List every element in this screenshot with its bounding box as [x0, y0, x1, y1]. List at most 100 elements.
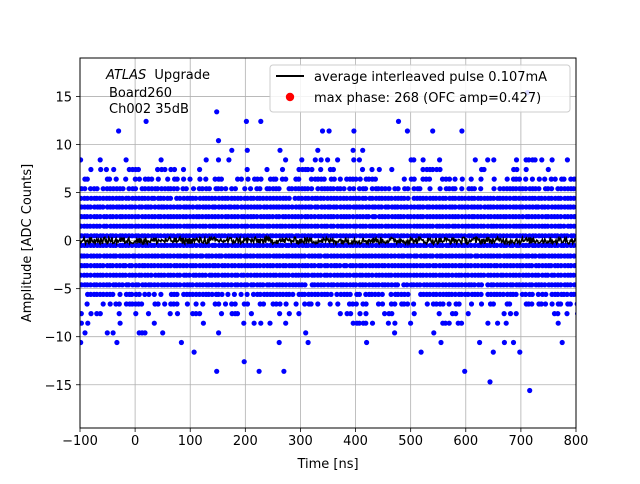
sample-point: [228, 282, 234, 288]
outlier-point: [364, 339, 370, 346]
sample-point: [478, 233, 484, 239]
sample-point: [197, 204, 203, 210]
sample-point: [452, 195, 458, 201]
sample-point: [542, 253, 548, 259]
sample-point: [103, 166, 109, 173]
sample-point: [200, 282, 206, 288]
sample-point: [286, 291, 292, 297]
sample-point: [197, 166, 203, 173]
sample-point: [366, 204, 372, 210]
average-pulse-path: [80, 234, 576, 247]
sample-point: [491, 176, 497, 182]
sample-point: [238, 253, 244, 259]
sample-point: [299, 195, 305, 201]
sample-point: [155, 282, 161, 288]
sample-point: [302, 253, 308, 259]
sample-point: [526, 272, 532, 278]
sample-point: [161, 214, 167, 220]
sample-point: [167, 195, 174, 201]
sample-point: [344, 282, 350, 288]
sample-point: [523, 176, 529, 182]
sample-point: [414, 263, 420, 269]
sample-point: [88, 272, 94, 278]
sample-point: [155, 186, 161, 192]
sample-point: [197, 176, 203, 182]
outlier-point: [438, 339, 444, 346]
sample-point: [495, 320, 501, 326]
sample-point: [468, 176, 474, 182]
sample-point: [111, 166, 117, 173]
sample-point: [468, 301, 475, 307]
sample-point: [351, 157, 357, 163]
sample-point: [113, 253, 119, 259]
sample-point: [184, 301, 190, 307]
sample-point: [552, 176, 558, 182]
sample-point: [465, 311, 471, 317]
sample-point: [161, 195, 167, 201]
sample-point: [283, 157, 289, 163]
sample-point: [225, 291, 231, 297]
sample-point: [177, 282, 183, 288]
sample-point: [199, 253, 205, 259]
sample-point: [350, 214, 356, 220]
sample-point: [436, 282, 442, 288]
sample-point: [142, 186, 148, 192]
sample-point: [276, 339, 282, 346]
sample-point: [106, 282, 112, 288]
sample-point: [430, 166, 436, 173]
sample-points: [80, 90, 576, 394]
x-axis-label: Time [ns]: [296, 457, 358, 472]
sample-point: [261, 263, 267, 269]
sample-point: [353, 176, 359, 182]
sample-point: [318, 214, 324, 220]
sample-point: [519, 204, 526, 210]
sample-point: [309, 186, 315, 192]
outlier-point: [114, 339, 120, 346]
sample-point: [303, 330, 309, 336]
sample-point: [80, 311, 84, 317]
sample-point: [536, 263, 542, 269]
sample-point: [113, 176, 119, 182]
sample-point: [289, 186, 295, 192]
sample-point: [318, 263, 324, 269]
sample-point: [407, 253, 413, 259]
sample-point: [226, 157, 232, 163]
legend-box: [269, 64, 571, 113]
sample-point: [507, 301, 513, 307]
sample-point: [85, 320, 91, 326]
sample-point: [193, 253, 200, 259]
sample-point: [116, 311, 122, 317]
sample-point: [232, 186, 238, 192]
sample-point: [318, 166, 324, 173]
outlier-point: [214, 109, 220, 115]
sample-point: [84, 195, 90, 201]
sample-point: [571, 272, 576, 278]
sample-point: [420, 263, 426, 269]
sample-point: [446, 272, 452, 278]
sample-point: [225, 272, 231, 278]
sample-point: [97, 214, 103, 220]
sample-point: [113, 214, 120, 220]
sample-point: [363, 186, 369, 192]
sample-point: [513, 157, 520, 163]
sample-point: [363, 282, 369, 288]
outlier-point: [477, 339, 483, 346]
sample-point: [446, 320, 452, 326]
sample-point: [215, 263, 221, 269]
sample-point: [266, 223, 273, 229]
sample-point: [145, 195, 151, 201]
y-tick-label: −5: [53, 283, 72, 298]
sample-point: [139, 204, 145, 210]
sample-point: [206, 204, 212, 210]
sample-point: [244, 166, 250, 173]
sample-point: [162, 301, 168, 307]
sample-point: [135, 214, 141, 220]
sample-point: [554, 233, 561, 239]
sample-point: [414, 253, 420, 259]
plot-frame: [79, 57, 577, 429]
sample-point: [567, 253, 574, 259]
sample-point: [293, 223, 299, 229]
sample-point: [283, 301, 289, 307]
sample-point: [257, 204, 263, 210]
sample-point: [177, 204, 183, 210]
